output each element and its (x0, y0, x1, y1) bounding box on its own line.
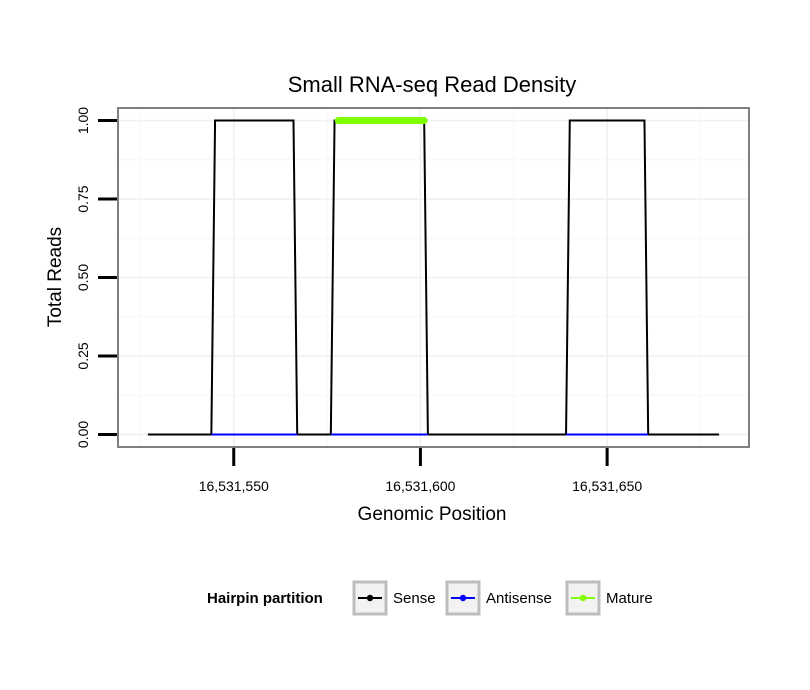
y-axis: 0.00 0.25 0.50 0.75 1.00 (75, 107, 117, 448)
legend-items: Sense Antisense Mature (352, 580, 653, 616)
legend-title: Hairpin partition (207, 590, 323, 607)
series-layer (147, 117, 720, 436)
y-tick-label: 0.00 (75, 421, 91, 448)
y-axis-label: Total Reads (45, 227, 66, 327)
legend-item-sense: Sense (352, 580, 436, 616)
chart-title: Small RNA-seq Read Density (288, 72, 577, 97)
legend-key-dot (366, 594, 374, 602)
y-tick-label: 0.75 (75, 185, 91, 212)
legend-item-mature: Mature (565, 580, 653, 616)
legend-label: Mature (606, 590, 653, 607)
x-tick-label: 16,531,650 (572, 478, 642, 494)
legend-label: Sense (393, 590, 436, 607)
legend-key-dot (579, 594, 587, 602)
x-tick-label: 16,531,550 (199, 478, 269, 494)
y-tick-label: 1.00 (75, 107, 91, 134)
x-tick-label: 16,531,600 (385, 478, 455, 494)
grid (118, 108, 749, 447)
y-tick-label: 0.50 (75, 264, 91, 291)
plot-panel-border (117, 107, 750, 448)
legend: Hairpin partition Sense Antisense Mature (207, 580, 653, 616)
y-tick-label: 0.25 (75, 342, 91, 369)
legend-key-dot (459, 594, 467, 602)
x-axis: 16,531,550 16,531,600 16,531,650 (199, 448, 642, 494)
legend-item-antisense: Antisense (445, 580, 552, 616)
legend-label: Antisense (486, 590, 552, 607)
x-axis-label: Genomic Position (358, 504, 507, 525)
